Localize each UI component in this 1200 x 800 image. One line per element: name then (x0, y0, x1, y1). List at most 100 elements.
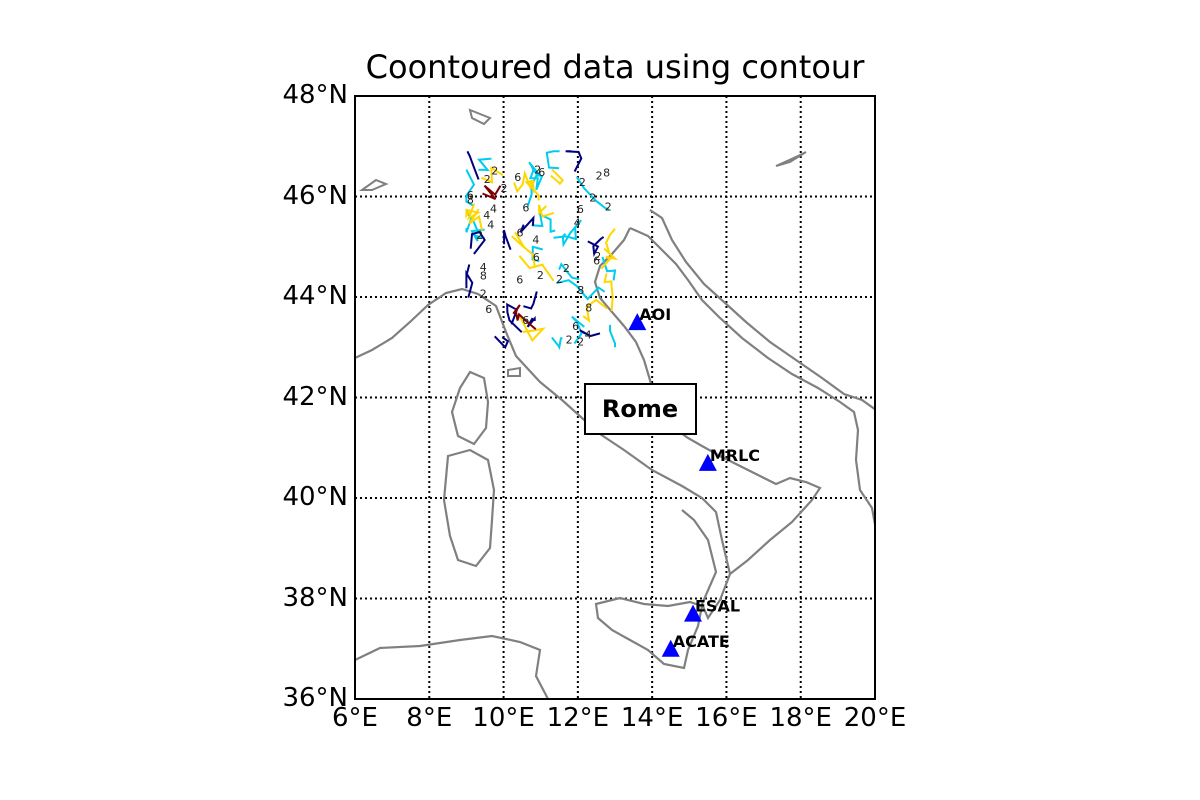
contour-line (523, 291, 538, 310)
contour-level-label: 4 (487, 218, 494, 231)
contour-level-label: 6 (577, 203, 584, 216)
station-triangle-icon (661, 639, 680, 657)
contour-line (600, 247, 619, 270)
city-label-box: Rome (584, 383, 697, 435)
latitude-label: 40°N (282, 482, 348, 512)
contour-level-label: 6 (514, 171, 521, 184)
contour-level-label: 4 (574, 217, 581, 230)
contour-level-label: 2 (501, 182, 508, 195)
longitude-label: 6°E (332, 703, 378, 733)
contour-line (556, 279, 606, 301)
contour-line (465, 210, 473, 233)
latitude-label: 48°N (282, 80, 348, 110)
station-label: AOI (639, 305, 671, 324)
contour-line (477, 157, 492, 172)
contour-level-label: 4 (532, 233, 539, 246)
lake-garda (468, 108, 492, 126)
contour-line (605, 228, 616, 253)
contour-level-label: 2 (566, 333, 573, 346)
contour-level-label: 2 (579, 176, 586, 189)
contour-line (465, 169, 476, 207)
longitude-label: 18°E (769, 703, 832, 733)
station-triangle-icon (698, 453, 717, 471)
contour-line (579, 329, 601, 338)
island-elba (507, 366, 521, 377)
contour-level-label: 6 (522, 202, 529, 215)
contour-level-label: 4 (480, 261, 487, 274)
contour-level-label: 2 (605, 201, 612, 214)
contour-level-label: 8 (577, 284, 584, 297)
contour-line (603, 273, 614, 311)
contour-level-label: 2 (491, 164, 498, 177)
contour-level-label: 8 (585, 302, 592, 315)
contour-line (482, 184, 502, 201)
sicily-coastline (594, 596, 704, 670)
contour-level-label: 2 (556, 273, 563, 286)
contour-line (561, 219, 582, 248)
contour-level-label: 6 (516, 274, 523, 287)
latitude-label: 46°N (282, 180, 348, 211)
contour-line (518, 255, 555, 282)
contour-line (545, 150, 560, 170)
contour-line (558, 262, 580, 281)
contour-level-label: 2 (480, 288, 487, 301)
contour-line (480, 166, 504, 184)
contour-line (465, 264, 474, 298)
contour-level-label: 6 (538, 166, 545, 179)
map-frame (354, 95, 876, 700)
contour-level-label: 8 (480, 270, 487, 283)
station-label: MRLC (710, 446, 760, 465)
longitude-label: 14°E (620, 703, 684, 733)
contour-line (538, 204, 555, 218)
contour-line (531, 212, 556, 233)
contour-level-label: 8 (467, 194, 474, 207)
contour-line (513, 169, 536, 194)
sardinia-coastline (442, 448, 496, 568)
longitude-label: 10°E (472, 703, 535, 733)
contour-level-label: 2 (563, 262, 570, 275)
contour-line (551, 336, 563, 351)
corsica-coastline (450, 370, 490, 446)
contour-line (553, 227, 577, 241)
contour-level-label: 2 (534, 164, 541, 177)
contour-line (511, 231, 536, 268)
contour-level-label: 2 (484, 173, 491, 186)
station-triangle-icon (628, 313, 647, 331)
latitude-label: 36°N (282, 683, 348, 713)
contour-line (526, 315, 536, 328)
contour-level-label: 2 (596, 169, 603, 182)
contour-level-label: 2 (577, 336, 584, 349)
balkan-coastline (649, 209, 875, 411)
contour-level-label: 4 (490, 203, 497, 216)
longitude-label: 20°E (843, 703, 907, 733)
longitude-label: 12°E (546, 703, 610, 733)
contour-line (465, 203, 481, 221)
station-triangle-icon (684, 604, 702, 622)
contour-level-label: 2 (537, 269, 544, 282)
contour-level-label: 6 (485, 303, 492, 316)
city-label-rome: Rome (602, 395, 678, 423)
contour-level-label: 6 (593, 254, 600, 267)
contour-line (575, 176, 610, 211)
station-label: ACATE (673, 632, 730, 651)
contour-line (528, 165, 544, 191)
contour-level-label: 4 (483, 209, 490, 222)
contour-line (512, 304, 537, 331)
contour-line (493, 335, 510, 350)
contour-level-label: 6 (572, 320, 579, 333)
contour-level-label: 6 (522, 314, 529, 327)
contour-line (582, 298, 608, 323)
contour-line (524, 179, 540, 201)
contour-line (503, 229, 512, 251)
contour-line (466, 150, 480, 180)
africa-coastline (355, 634, 549, 699)
contour-level-label: 6 (517, 226, 524, 239)
contour-level-label: 6 (467, 189, 474, 202)
contour-line (470, 220, 485, 242)
latitude-label: 44°N (282, 281, 348, 311)
latitude-label: 38°N (282, 582, 348, 613)
contour-line (587, 236, 605, 258)
map-title: Coontoured data using contour (365, 48, 865, 86)
contour-line (469, 230, 486, 255)
